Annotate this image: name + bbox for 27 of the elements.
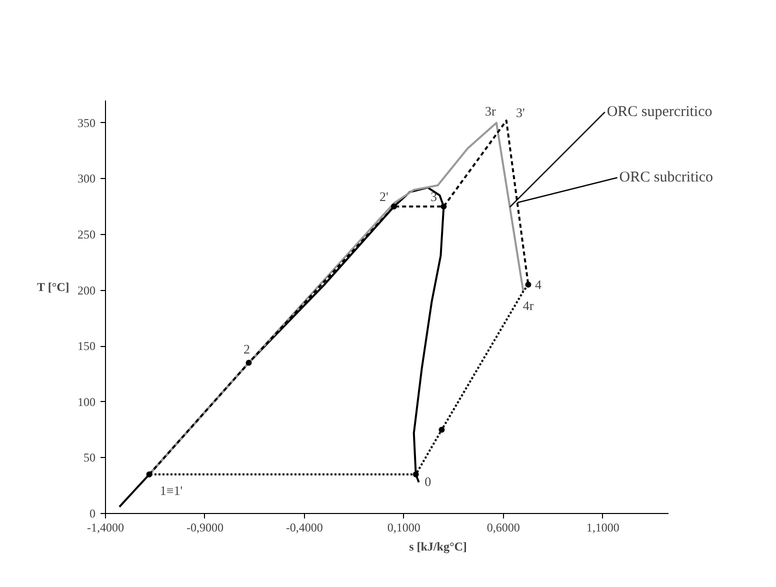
annotation: 2: [243, 341, 250, 356]
x-tick-label: -1,4000: [87, 520, 124, 534]
y-tick-label: 200: [78, 283, 96, 298]
text: ORC supercritico: [606, 104, 712, 120]
annotation: 2': [380, 189, 388, 204]
x-axis-title: s [kJ/kg°C]: [409, 540, 467, 554]
annotation: 4r: [522, 298, 534, 313]
x-tick-label: -0,4000: [286, 520, 323, 534]
annotation: 3: [430, 189, 437, 204]
x-tick-label: -0,9000: [186, 520, 224, 534]
y-tick-label: 100: [78, 394, 96, 409]
y-tick-label: 50: [84, 450, 96, 465]
annotation: 3': [516, 105, 525, 120]
annotation: 1≡1': [160, 482, 183, 498]
y-tick-label: 350: [78, 116, 96, 130]
annotation: 3r: [485, 103, 496, 118]
y-tick-label: 300: [78, 172, 96, 186]
x-tick-label: 1,1000: [586, 520, 620, 534]
text: ORC subcritico: [619, 170, 714, 186]
annotation: 4: [534, 277, 542, 292]
x-tick-label: 0,1000: [387, 520, 420, 534]
y-tick-label: 150: [78, 339, 96, 354]
y-axis-title: T [°C]: [37, 280, 70, 294]
x-tick-label: 0,6000: [486, 520, 520, 534]
annotation: 0: [424, 474, 432, 489]
y-tick-label: 0: [90, 506, 96, 520]
y-tick-label: 250: [78, 227, 96, 242]
